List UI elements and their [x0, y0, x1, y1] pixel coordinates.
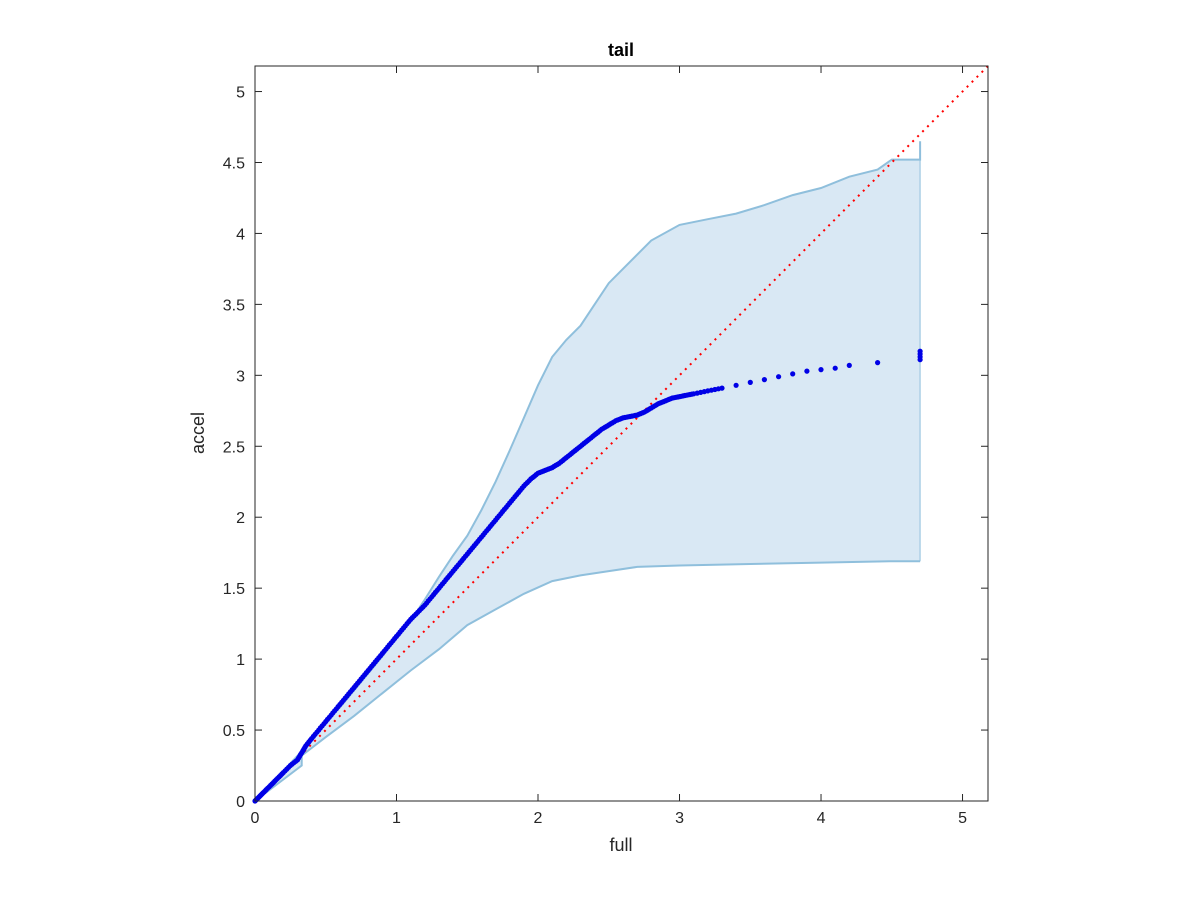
y-tick-label: 0.5	[223, 723, 245, 740]
axis-ticks: 0 1 2 3 4 5 0 0.5 1 1.5 2 2.5 3 3.5 4 4.5 5	[223, 66, 988, 827]
y-tick-label: 5	[236, 85, 245, 102]
data-points	[252, 348, 923, 804]
chart-title: tail	[608, 40, 634, 60]
y-tick-label: 3.5	[223, 297, 245, 314]
data-point	[832, 365, 838, 371]
band-lower-edge	[254, 560, 921, 802]
axes-box	[254, 65, 989, 802]
data-point	[719, 385, 725, 391]
data-point	[790, 371, 796, 377]
y-tick-label: 4.5	[223, 155, 245, 172]
x-tick-label: 2	[534, 810, 543, 827]
x-tick-label: 3	[675, 810, 684, 827]
y-tick-label: 1	[236, 652, 245, 669]
y-tick-label: 3	[236, 368, 245, 385]
x-tick-label: 5	[958, 810, 967, 827]
x-tick-label: 0	[251, 810, 260, 827]
y-tick-label: 4	[236, 226, 245, 243]
x-tick-label: 4	[817, 810, 826, 827]
y-tick-label: 2.5	[223, 439, 245, 456]
x-axis-label: full	[609, 835, 632, 855]
y-tick-label: 0	[236, 794, 245, 811]
y-axis-label: accel	[188, 412, 208, 454]
data-point	[733, 382, 739, 388]
data-point	[917, 348, 923, 354]
data-point	[776, 374, 782, 380]
data-point	[747, 379, 753, 385]
data-point	[804, 368, 810, 374]
reference-line	[254, 65, 989, 802]
data-point	[818, 367, 824, 373]
data-point	[875, 360, 881, 366]
band-fill	[255, 141, 921, 801]
y-tick-label: 1.5	[223, 581, 245, 598]
x-tick-label: 1	[392, 810, 401, 827]
data-point	[761, 377, 768, 383]
y-tick-label: 2	[236, 510, 245, 527]
data-point	[846, 362, 852, 368]
reference-diagonal	[254, 65, 989, 802]
